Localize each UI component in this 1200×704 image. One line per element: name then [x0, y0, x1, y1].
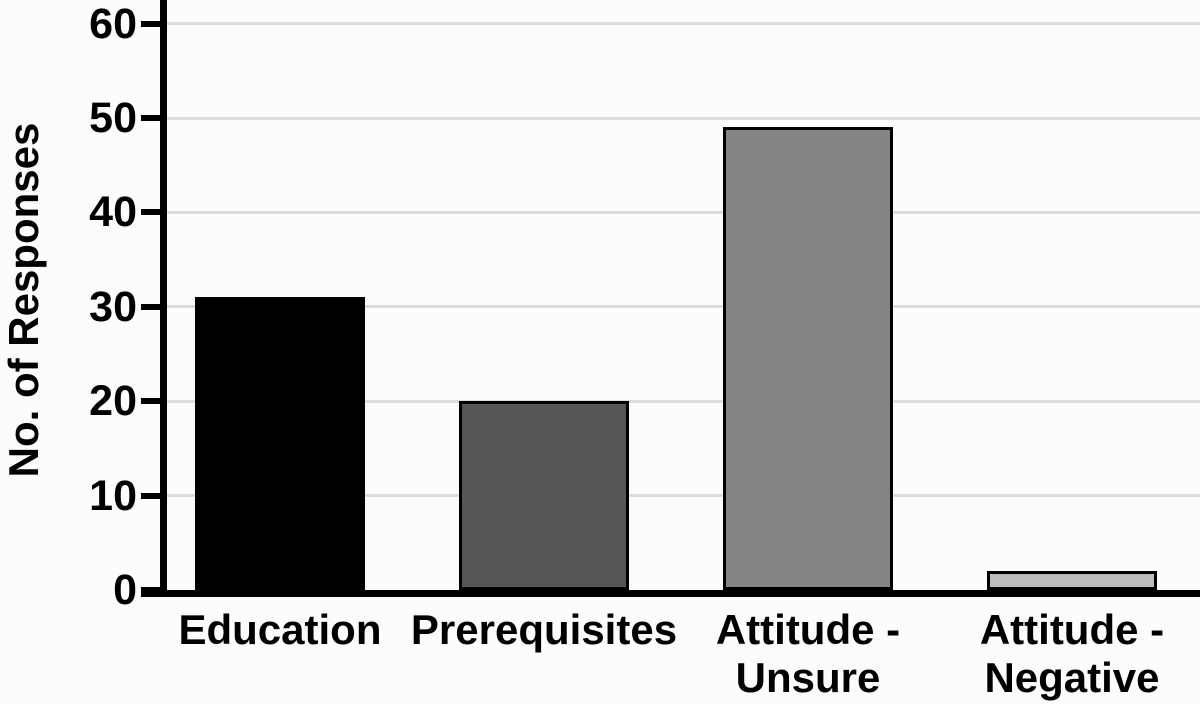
- y-gridline: [167, 494, 1200, 498]
- y-axis-line: [160, 0, 167, 597]
- y-gridline: [167, 210, 1200, 214]
- y-tick-mark: [141, 115, 167, 121]
- y-gridline: [167, 305, 1200, 309]
- y-tick-mark: [141, 209, 167, 216]
- bar-attitude-unsure: [723, 127, 893, 590]
- x-axis-line: [141, 590, 1200, 597]
- y-gridline: [167, 399, 1200, 403]
- y-tick-label: 20: [89, 377, 137, 426]
- y-tick-mark: [141, 398, 167, 405]
- bar-prerequisites: [459, 401, 629, 590]
- y-tick-label: 0: [113, 566, 137, 614]
- y-tick-label: 50: [89, 94, 137, 142]
- y-tick-label: 40: [89, 188, 137, 237]
- x-category-label-prerequisites: Prerequisites: [410, 606, 678, 653]
- y-tick-label: 60: [89, 0, 137, 48]
- y-tick-label: 30: [89, 282, 137, 331]
- y-gridline: [167, 116, 1200, 120]
- x-category-label-education: Education: [178, 606, 382, 653]
- y-tick-mark: [141, 20, 167, 27]
- bar-education: [195, 297, 365, 590]
- y-tick-mark: [141, 492, 167, 499]
- y-tick-mark: [141, 303, 167, 310]
- bar-attitude-negative: [987, 571, 1157, 590]
- x-category-label-attitude-unsure: Attitude - Unsure: [715, 606, 901, 701]
- y-gridline: [167, 22, 1200, 26]
- y-tick-mark: [141, 587, 167, 593]
- y-tick-label: 10: [89, 471, 137, 520]
- x-category-label-attitude-negative: Attitude - Negative: [979, 606, 1165, 701]
